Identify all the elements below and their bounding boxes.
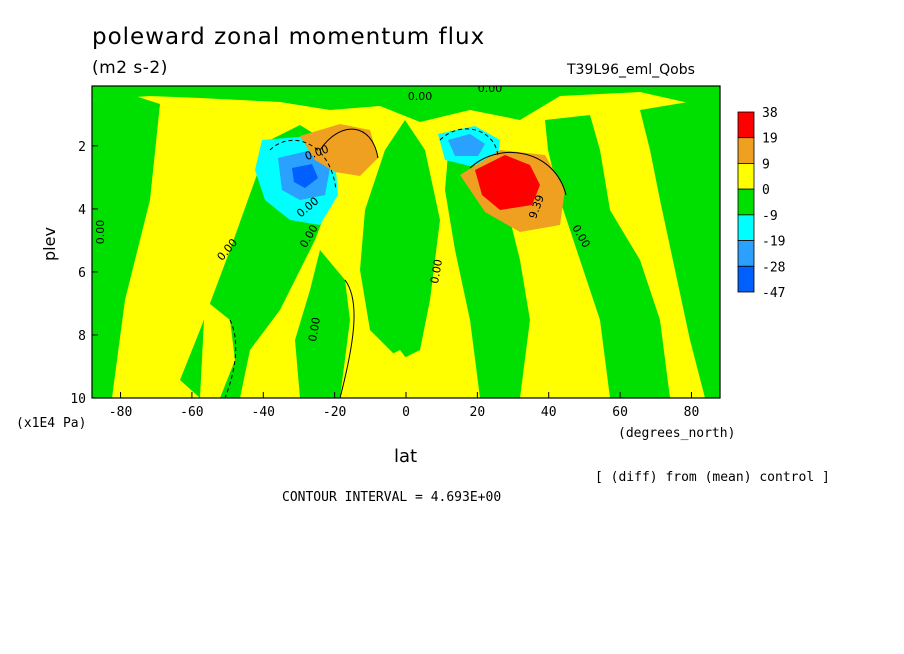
- x-tick-label: 20: [470, 405, 486, 420]
- region-nh-red: [475, 155, 540, 210]
- region-np-green: [640, 100, 720, 398]
- region-top-green: [92, 86, 720, 122]
- region-left-green: [92, 96, 160, 398]
- colorbar-label: -47: [762, 286, 785, 301]
- region-nh-green-mid: [545, 115, 670, 398]
- x-tick-label: 60: [612, 405, 628, 420]
- region-eq-green: [360, 120, 440, 360]
- colorbar-swatch: [737, 137, 755, 164]
- x-tick-label: 80: [684, 405, 700, 420]
- colorbar-swatch: [737, 163, 755, 190]
- y-tick-label: 2: [78, 140, 86, 155]
- region-nh-green: [445, 130, 530, 398]
- contour-line-4: [339, 279, 355, 398]
- x-tick-label: -60: [180, 405, 203, 420]
- colorbar-label: 9: [762, 157, 770, 172]
- y-tick-label: 10: [70, 392, 86, 407]
- contour-label: 0.00: [478, 82, 503, 95]
- x-axis-label: lat: [394, 446, 418, 467]
- colorbar-swatch: [737, 240, 755, 267]
- x-tick-label: -40: [252, 405, 275, 420]
- region-sh-yellow: [200, 300, 235, 398]
- x-tick-label: -20: [323, 405, 346, 420]
- colorbar-label: 19: [762, 132, 778, 147]
- contour-label: 0.00: [428, 258, 445, 284]
- diff-note: [ (diff) from (mean) control ]: [595, 470, 830, 485]
- x-tick-label: 40: [541, 405, 557, 420]
- contour-line-0: [319, 128, 379, 159]
- contour-label: 0.00: [94, 220, 107, 245]
- colorbar-label: 0: [762, 183, 770, 198]
- region-sh-green-low: [295, 250, 350, 398]
- colorbar-swatch: [737, 188, 755, 216]
- contour-interval: CONTOUR INTERVAL = 4.693E+00: [282, 490, 502, 505]
- contour-label: 0.00: [408, 90, 433, 103]
- colorbar-swatch: [737, 214, 755, 241]
- colorbar-label: 38: [762, 106, 778, 121]
- region-sh-orange: [300, 124, 378, 176]
- run-label: T39L96_eml_Qobs: [567, 62, 695, 78]
- contour-label: 0.00: [306, 316, 323, 342]
- contour-line-5: [224, 319, 237, 398]
- contour-line-2: [269, 140, 337, 191]
- chart-title: poleward zonal momentum flux: [92, 24, 486, 50]
- contour-line-3: [439, 128, 499, 157]
- y-tick-label: 8: [78, 329, 86, 344]
- region-eq-yellow: [380, 350, 415, 398]
- y-tick-label: 4: [78, 203, 86, 218]
- colorbar: 38 19 9 0 -9 -19 -28 -47: [737, 106, 785, 301]
- region-sh-deepblue: [292, 164, 318, 188]
- y-tick-label: 6: [78, 266, 86, 281]
- chart-units: (m2 s-2): [92, 58, 168, 78]
- y-axis-unit: (x1E4 Pa): [16, 416, 87, 431]
- colorbar-label: -19: [762, 235, 785, 250]
- contour-line-1: [469, 152, 567, 196]
- y-axis-label-group: plev: [40, 227, 59, 261]
- colorbar-swatch: [737, 111, 755, 139]
- y-axis-label: plev: [40, 227, 59, 261]
- colorbar-swatch: [737, 265, 755, 293]
- axes: -80 -60 -40 -20 0 20 40 60 80 2 4 6 8 10: [70, 140, 699, 420]
- colorbar-label: -9: [762, 209, 778, 224]
- x-tick-label: 0: [402, 405, 410, 420]
- plot-area: 0.000.000.000.000.000.009.390.000.000.00…: [92, 82, 720, 398]
- x-axis-unit: (degrees_north): [618, 426, 736, 441]
- x-tick-label: -80: [109, 405, 132, 420]
- colorbar-label: -28: [762, 260, 785, 275]
- region-nh-blue: [448, 134, 485, 156]
